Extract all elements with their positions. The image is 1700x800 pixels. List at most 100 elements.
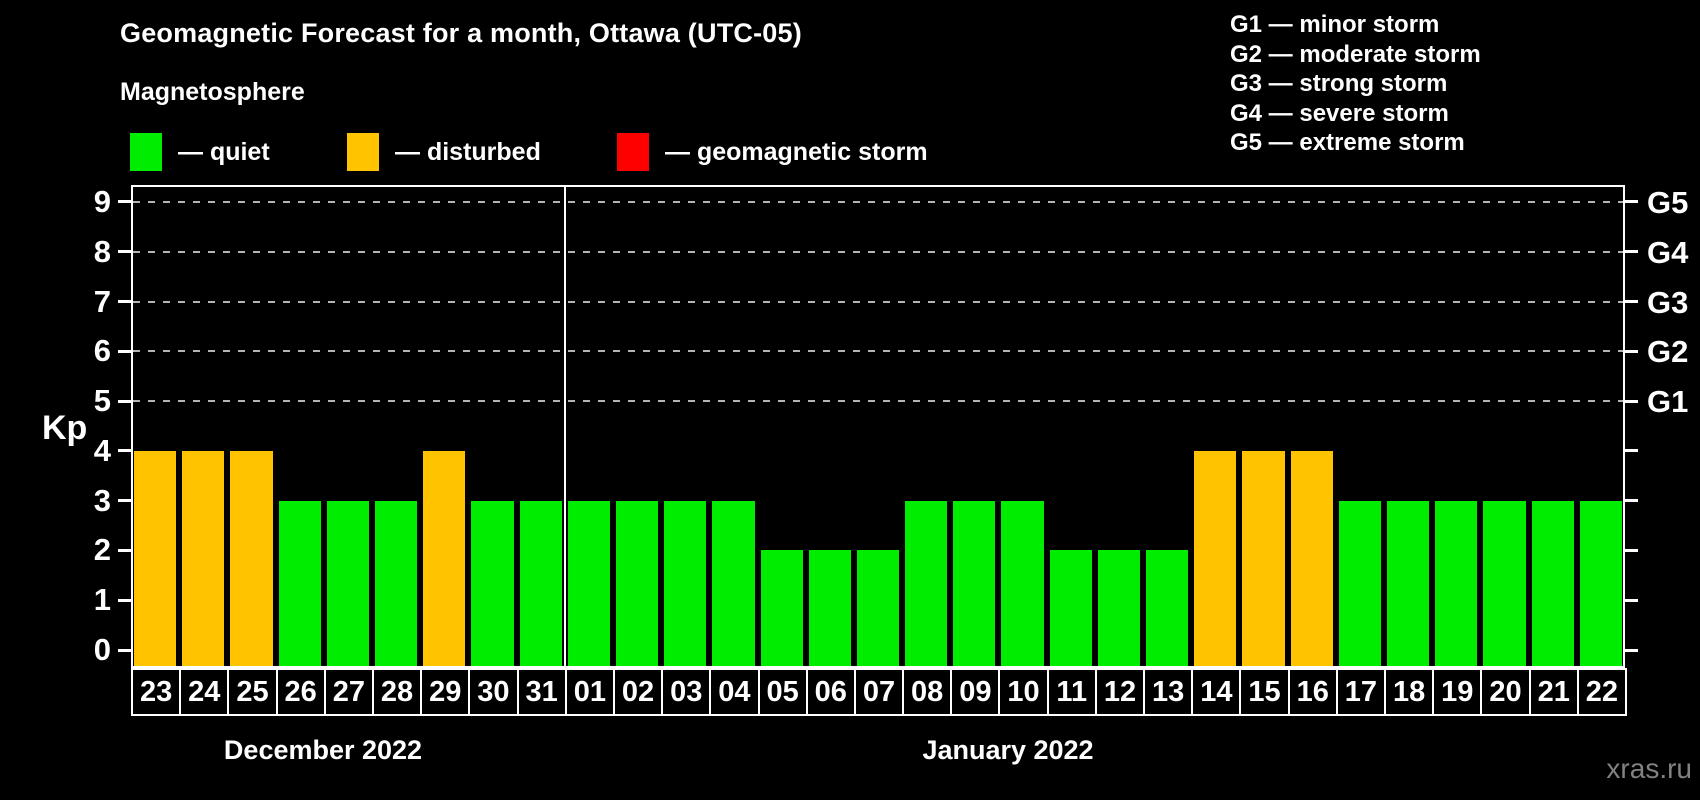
g-tick-label: G5 — [1647, 184, 1689, 220]
month-separator — [563, 187, 566, 666]
day-label: 03 — [661, 668, 712, 716]
kp-tick-right — [1625, 200, 1638, 204]
kp-tick-label: 2 — [93, 532, 111, 568]
g4-legend-line: G4 — severe storm — [1230, 99, 1449, 127]
kp-tick-label: 8 — [93, 233, 111, 269]
kp-gridline — [133, 300, 1623, 303]
day-label: 29 — [420, 668, 471, 716]
kp-bar — [1579, 500, 1622, 666]
kp-bar — [1338, 500, 1382, 666]
day-label: 23 — [131, 668, 182, 716]
kp-tick-left — [118, 399, 131, 403]
day-label: 16 — [1287, 668, 1338, 716]
day-label: 04 — [709, 668, 760, 716]
day-label: 13 — [1143, 668, 1194, 716]
day-label: 08 — [902, 668, 953, 716]
kp-tick-left — [118, 349, 131, 353]
kp-tick-left — [118, 250, 131, 254]
kp-bar — [808, 550, 851, 666]
kp-bar — [1387, 500, 1430, 666]
kp-tick-label: 7 — [93, 283, 111, 319]
kp-tick-right — [1625, 648, 1638, 652]
kp-bar — [423, 450, 466, 666]
g2-legend-line: G2 — moderate storm — [1230, 40, 1481, 68]
kp-tick-right — [1625, 250, 1638, 254]
g-scale-legend: G1 — minor storm G2 — moderate storm G3 … — [1230, 10, 1481, 158]
day-label: 05 — [757, 668, 808, 716]
day-label: 31 — [516, 668, 567, 716]
kp-bar — [615, 500, 659, 666]
kp-tick-right — [1625, 548, 1638, 552]
kp-gridline — [133, 400, 1623, 403]
kp-tick-right — [1625, 449, 1638, 453]
legend-item-quiet: — quiet — [130, 132, 270, 172]
kp-bar — [182, 450, 225, 666]
day-label: 09 — [950, 668, 1001, 716]
day-label: 28 — [371, 668, 423, 716]
plot-area — [131, 185, 1625, 668]
legend-item-storm: — geomagnetic storm — [617, 132, 928, 172]
day-label: 27 — [323, 668, 374, 716]
month-label-december: December 2022 — [223, 735, 423, 765]
day-label: 17 — [1335, 668, 1387, 716]
g-tick-label: G2 — [1647, 334, 1689, 370]
kp-bar — [953, 500, 996, 666]
legend-item-label: — quiet — [178, 137, 270, 166]
kp-gridline — [133, 200, 1623, 203]
kp-bar — [1483, 500, 1526, 666]
day-label: 24 — [179, 668, 230, 716]
day-label: 21 — [1528, 668, 1579, 716]
day-label: 14 — [1191, 668, 1242, 716]
kp-tick-left — [118, 499, 131, 503]
kp-tick-right — [1625, 300, 1638, 304]
kp-tick-label: 1 — [93, 582, 111, 618]
kp-tick-label: 5 — [93, 383, 111, 419]
kp-tick-left — [118, 548, 131, 552]
day-label: 10 — [998, 668, 1049, 716]
day-label: 19 — [1432, 668, 1483, 716]
kp-gridline — [133, 350, 1623, 353]
kp-bar — [1194, 450, 1237, 666]
kp-bar — [278, 500, 321, 666]
watermark: xras.ru — [1606, 753, 1692, 784]
kp-bar — [1242, 450, 1285, 666]
day-label: 11 — [1046, 668, 1097, 716]
day-label: 30 — [468, 668, 519, 716]
day-label: 18 — [1384, 668, 1435, 716]
month-label-january: January 2022 — [922, 735, 1094, 765]
kp-axis-label: Kp — [42, 409, 88, 447]
kp-tick-right — [1625, 598, 1638, 602]
day-label: 25 — [227, 668, 278, 716]
day-label: 07 — [853, 668, 905, 716]
kp-tick-left — [118, 648, 131, 652]
g-tick-label: G4 — [1647, 234, 1689, 270]
quiet-color-swatch — [130, 133, 162, 171]
kp-bar — [1097, 550, 1141, 666]
kp-bar — [1435, 500, 1478, 666]
kp-bar — [134, 450, 177, 666]
kp-bar — [664, 500, 707, 666]
legend-item-label: — disturbed — [395, 137, 541, 166]
g-tick-label: G1 — [1647, 384, 1689, 420]
kp-bar — [1146, 550, 1189, 666]
kp-bar — [230, 450, 273, 666]
kp-bar — [1531, 500, 1574, 666]
g-tick-label: G3 — [1647, 284, 1689, 320]
kp-bar — [1001, 500, 1044, 666]
kp-bar — [760, 550, 803, 666]
magnetosphere-label: Magnetosphere — [120, 78, 305, 106]
g1-legend-line: G1 — minor storm — [1230, 11, 1440, 38]
kp-tick-label: 3 — [93, 482, 111, 518]
disturbed-color-swatch — [347, 133, 379, 171]
day-label: 20 — [1480, 668, 1531, 716]
kp-tick-right — [1625, 499, 1638, 503]
kp-tick-left — [118, 300, 131, 304]
kp-tick-left — [118, 200, 131, 204]
page-title: Geomagnetic Forecast for a month, Ottawa… — [120, 18, 802, 48]
day-label: 02 — [612, 668, 664, 716]
kp-tick-right — [1625, 349, 1638, 353]
kp-bar — [567, 500, 610, 666]
kp-bar — [471, 500, 514, 666]
kp-gridline — [133, 250, 1623, 253]
